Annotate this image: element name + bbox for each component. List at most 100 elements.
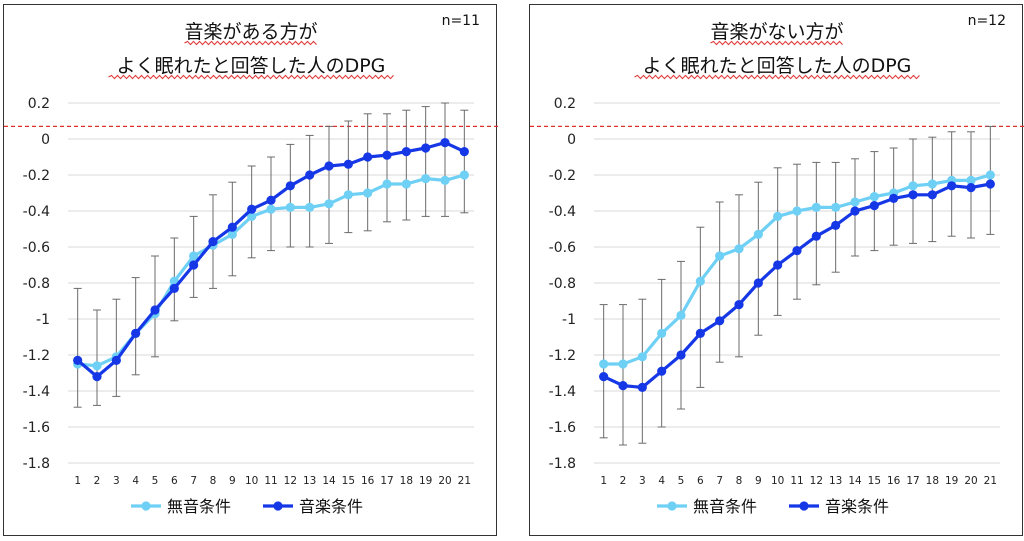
data-point-series-0 — [285, 202, 295, 212]
data-point-series-0 — [695, 276, 705, 286]
x-tick-label: 14 — [322, 475, 336, 487]
y-tick-label: -1.4 — [23, 384, 50, 400]
data-point-series-0 — [715, 251, 725, 261]
data-point-series-0 — [811, 202, 821, 212]
data-point-series-1 — [150, 305, 160, 315]
title-spellcheck-underline-1 — [710, 40, 843, 46]
x-tick-label: 17 — [906, 475, 919, 487]
data-point-series-0 — [966, 175, 976, 185]
x-tick-label: 16 — [887, 475, 901, 487]
x-tick-label: 4 — [132, 475, 139, 487]
y-tick-label: -1.8 — [549, 456, 576, 472]
x-tick-label: 21 — [458, 475, 471, 487]
chart-title-line-2: よく眠れたと回答した人のDPG — [117, 55, 386, 77]
chart-panel-right: 音楽がない方が よく眠れたと回答した人のDPG n=12 0.2 0 -0.2 -0.4 -0… — [529, 4, 1024, 536]
x-tick-label: 3 — [113, 475, 120, 487]
data-point-series-1 — [637, 382, 647, 392]
x-tick-label: 8 — [210, 475, 217, 487]
sample-size-label: n=11 — [442, 13, 480, 29]
data-point-series-0 — [305, 202, 315, 212]
x-tick-label: 10 — [771, 475, 784, 487]
data-point-series-1 — [208, 237, 218, 247]
legend-swatch-marker-1 — [273, 501, 283, 511]
y-tick-label: 0.2 — [28, 96, 50, 112]
x-tick-label: 20 — [964, 475, 977, 487]
data-point-series-1 — [869, 201, 879, 211]
data-point-series-1 — [618, 381, 628, 391]
data-point-series-1 — [695, 328, 705, 338]
data-point-series-1 — [947, 181, 957, 191]
x-tick-label: 10 — [245, 475, 258, 487]
y-tick-label: -1.6 — [23, 420, 50, 436]
x-tick-label: 6 — [171, 475, 178, 487]
data-point-series-1 — [382, 150, 392, 160]
data-point-series-0 — [792, 206, 802, 216]
y-tick-label: 0 — [567, 132, 576, 148]
y-tick-label: -0.8 — [23, 276, 50, 292]
x-tick-label: 7 — [716, 475, 723, 487]
data-point-series-1 — [421, 143, 431, 153]
x-tick-label: 9 — [229, 475, 236, 487]
data-point-series-0 — [266, 204, 276, 214]
title-spellcheck-underline-2 — [634, 74, 920, 80]
y-tick-label: -0.4 — [549, 204, 576, 220]
data-point-series-1 — [908, 190, 918, 200]
data-point-series-0 — [676, 310, 686, 320]
x-tick-label: 8 — [736, 475, 743, 487]
x-tick-label: 4 — [658, 475, 665, 487]
y-tick-label: -1.4 — [549, 384, 576, 400]
data-point-series-1 — [773, 260, 783, 270]
x-tick-label: 16 — [361, 475, 375, 487]
data-point-series-1 — [131, 328, 141, 338]
data-point-series-0 — [869, 192, 879, 202]
data-point-series-0 — [657, 328, 667, 338]
legend-swatch-marker-0 — [667, 501, 677, 511]
x-tick-label: 11 — [790, 475, 803, 487]
data-point-series-0 — [459, 170, 469, 180]
data-point-series-0 — [401, 179, 411, 189]
x-tick-label: 2 — [94, 475, 101, 487]
chart-title-line-1: 音楽がない方が — [710, 21, 843, 43]
data-point-series-1 — [189, 260, 199, 270]
y-tick-label: -0.6 — [549, 240, 576, 256]
x-tick-label: 5 — [678, 475, 685, 487]
x-tick-label: 21 — [984, 475, 997, 487]
data-point-series-0 — [363, 188, 373, 198]
y-tick-label: -1.8 — [23, 456, 50, 472]
x-tick-label: 5 — [152, 475, 159, 487]
data-point-series-1 — [266, 195, 276, 205]
data-point-series-1 — [324, 161, 334, 171]
data-point-series-1 — [734, 300, 744, 310]
x-tick-label: 12 — [284, 475, 297, 487]
y-tick-label: -1 — [36, 312, 50, 328]
data-point-series-1 — [285, 181, 295, 191]
data-point-series-1 — [169, 283, 179, 293]
data-point-series-0 — [637, 352, 647, 362]
x-tick-label: 1 — [74, 475, 81, 487]
x-tick-label: 7 — [190, 475, 197, 487]
title-spellcheck-underline-2 — [108, 74, 394, 80]
data-point-series-1 — [92, 372, 102, 382]
legend-label-1: 音楽条件 — [825, 497, 889, 516]
data-point-series-0 — [324, 199, 334, 209]
data-point-series-1 — [753, 278, 763, 288]
data-point-series-0 — [421, 174, 431, 184]
data-point-series-1 — [715, 316, 725, 326]
x-tick-label: 20 — [438, 475, 451, 487]
data-point-series-0 — [927, 179, 937, 189]
x-tick-label: 11 — [264, 475, 277, 487]
data-point-series-0 — [440, 175, 450, 185]
x-tick-label: 19 — [419, 475, 432, 487]
x-tick-label: 13 — [829, 475, 842, 487]
data-point-series-0 — [734, 244, 744, 254]
y-tick-label: -1 — [562, 312, 576, 328]
data-point-series-1 — [792, 246, 802, 256]
x-tick-label: 6 — [697, 475, 704, 487]
data-point-series-0 — [618, 359, 628, 369]
data-point-series-1 — [73, 355, 83, 365]
data-point-series-1 — [850, 206, 860, 216]
legend-label-0: 無音条件 — [693, 497, 757, 516]
x-tick-label: 13 — [303, 475, 316, 487]
